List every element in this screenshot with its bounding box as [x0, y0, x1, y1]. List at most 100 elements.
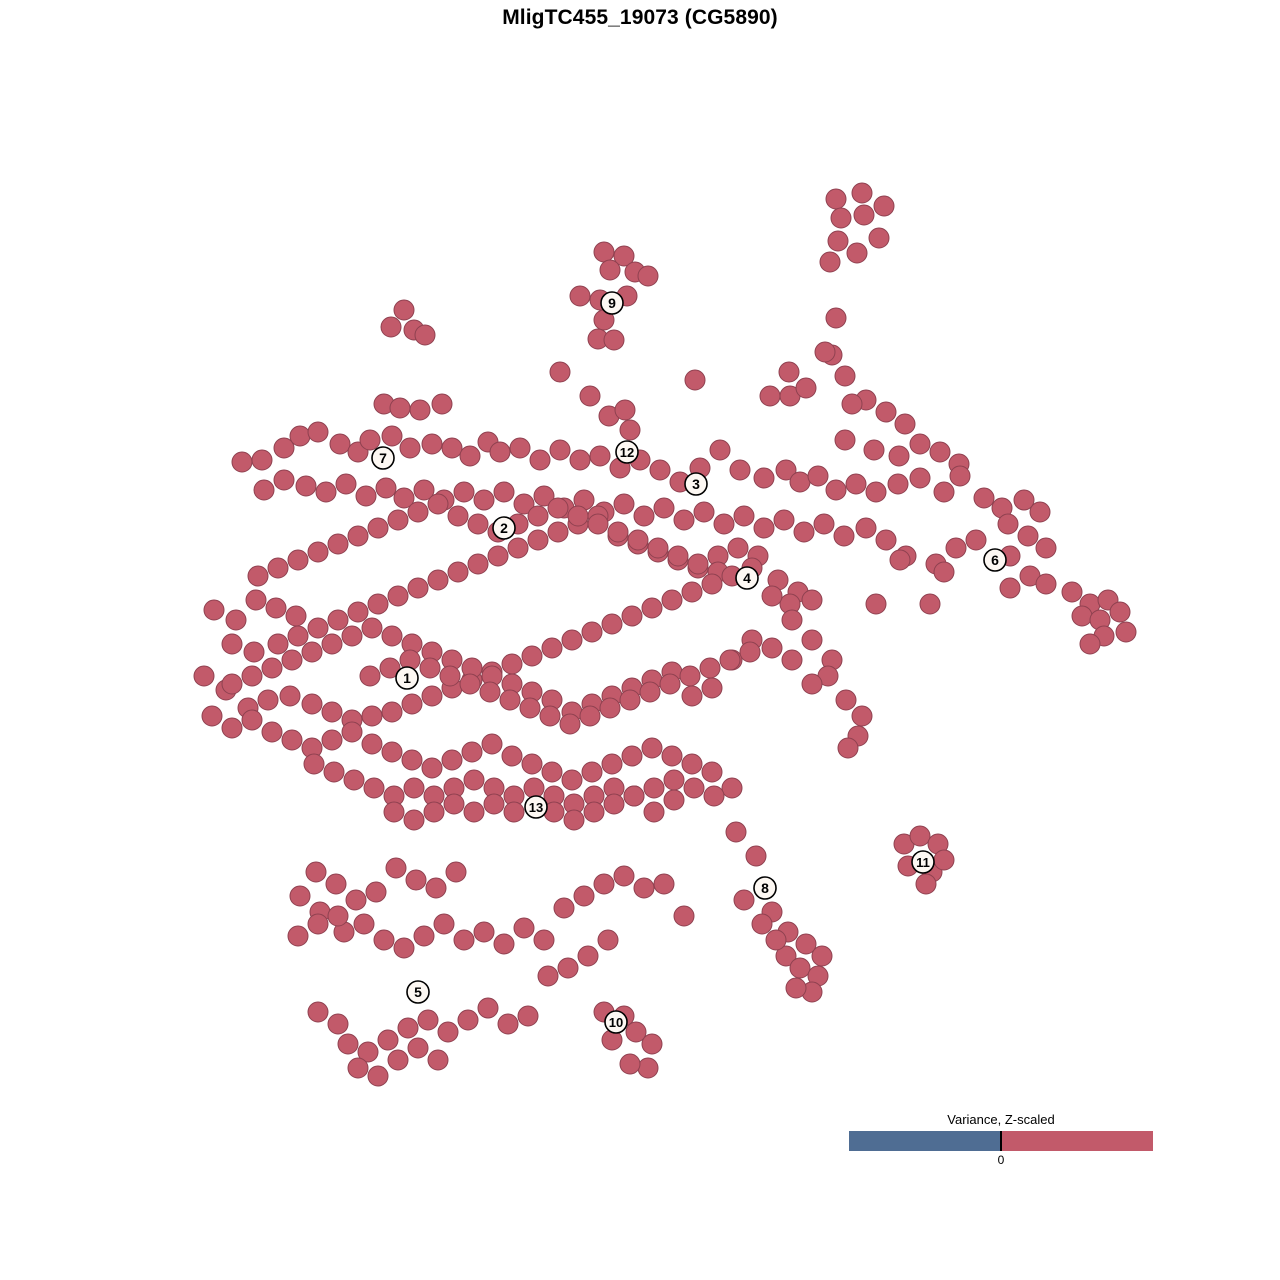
legend-tick-zero: 0 — [997, 1153, 1005, 1167]
data-point — [673, 509, 695, 531]
data-point — [785, 977, 807, 999]
data-point — [329, 433, 351, 455]
data-point — [241, 709, 263, 731]
legend: Variance, Z-scaled 0 — [849, 1112, 1153, 1167]
data-point — [295, 475, 317, 497]
data-point — [889, 549, 911, 571]
data-point — [699, 657, 721, 679]
data-point — [467, 513, 489, 535]
data-point — [619, 419, 641, 441]
data-point — [421, 757, 443, 779]
data-point — [761, 637, 783, 659]
data-point — [641, 737, 663, 759]
cluster-label-text: 3 — [692, 476, 700, 492]
cluster-label-4[interactable]: 4 — [735, 566, 759, 590]
data-point — [579, 385, 601, 407]
cluster-label-8[interactable]: 8 — [753, 876, 777, 900]
data-point — [863, 439, 885, 461]
cluster-label-12[interactable]: 12 — [615, 440, 639, 464]
cluster-label-5[interactable]: 5 — [406, 980, 430, 1004]
data-point — [733, 889, 755, 911]
data-point — [407, 1037, 429, 1059]
data-point — [267, 557, 289, 579]
data-point — [423, 801, 445, 823]
cluster-label-text: 9 — [608, 295, 616, 311]
cluster-label-3[interactable]: 3 — [684, 472, 708, 496]
data-point — [407, 577, 429, 599]
cluster-label-11[interactable]: 11 — [911, 850, 935, 874]
data-point — [667, 545, 689, 567]
data-point — [875, 401, 897, 423]
data-point — [509, 437, 531, 459]
page-title: MligTC455_19073 (CG5890) — [502, 6, 778, 29]
cluster-label-text: 1 — [403, 670, 411, 686]
data-point — [625, 1021, 647, 1043]
data-point — [201, 705, 223, 727]
data-point — [533, 485, 555, 507]
data-point — [639, 681, 661, 703]
data-point — [521, 753, 543, 775]
data-point — [247, 565, 269, 587]
cluster-label-7[interactable]: 7 — [371, 446, 395, 470]
data-point — [473, 921, 495, 943]
data-point — [387, 1049, 409, 1071]
data-point — [973, 487, 995, 509]
data-point — [421, 685, 443, 707]
data-point — [321, 701, 343, 723]
data-point — [581, 621, 603, 643]
data-point — [745, 845, 767, 867]
cluster-label-6[interactable]: 6 — [983, 548, 1007, 572]
data-point — [614, 399, 636, 421]
data-point — [909, 433, 931, 455]
data-point — [517, 1005, 539, 1027]
data-point — [868, 227, 890, 249]
data-point — [327, 609, 349, 631]
data-point — [407, 501, 429, 523]
data-point — [549, 439, 571, 461]
data-point — [193, 665, 215, 687]
data-points-group — [193, 182, 1137, 1087]
legend-low-swatch — [849, 1131, 1001, 1151]
data-point — [287, 549, 309, 571]
cluster-label-13[interactable]: 13 — [524, 795, 548, 819]
cluster-label-9[interactable]: 9 — [600, 291, 624, 315]
data-point — [347, 1057, 369, 1079]
cluster-label-text: 12 — [620, 445, 634, 460]
data-point — [633, 505, 655, 527]
data-point — [789, 957, 811, 979]
data-point — [589, 445, 611, 467]
data-point — [613, 493, 635, 515]
data-point — [493, 933, 515, 955]
data-point — [289, 885, 311, 907]
data-point — [547, 497, 569, 519]
data-point — [613, 865, 635, 887]
data-point — [569, 285, 591, 307]
data-point — [795, 933, 817, 955]
data-point — [337, 1033, 359, 1055]
data-point — [851, 705, 873, 727]
data-point — [933, 561, 955, 583]
data-point — [463, 801, 485, 823]
cluster-label-1[interactable]: 1 — [395, 666, 419, 690]
data-point — [945, 537, 967, 559]
data-point — [607, 521, 629, 543]
data-point — [375, 477, 397, 499]
data-point — [327, 905, 349, 927]
data-point — [801, 629, 823, 651]
data-point — [933, 481, 955, 503]
cluster-label-10[interactable]: 10 — [604, 1010, 628, 1034]
legend-colorbar: 0 — [849, 1131, 1153, 1167]
data-point — [403, 809, 425, 831]
cluster-label-badge — [492, 516, 516, 540]
data-point — [569, 449, 591, 471]
data-point — [529, 449, 551, 471]
cluster-label-2[interactable]: 2 — [492, 516, 516, 540]
data-point — [383, 801, 405, 823]
data-point — [273, 469, 295, 491]
data-point — [527, 529, 549, 551]
data-point — [417, 1009, 439, 1031]
cluster-label-badge — [911, 850, 935, 874]
data-point — [431, 393, 453, 415]
data-point — [593, 873, 615, 895]
